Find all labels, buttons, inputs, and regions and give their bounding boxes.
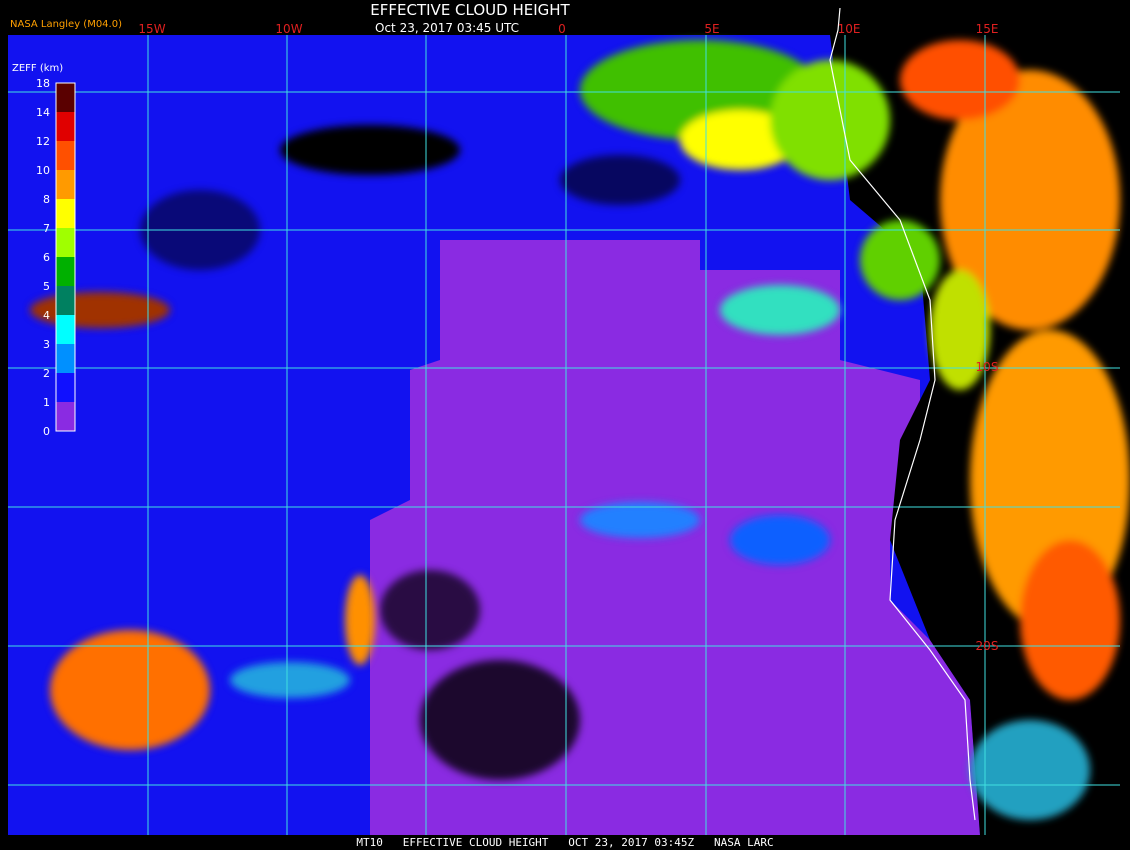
colorbar-segment: [56, 112, 75, 141]
colorbar-segment: [56, 344, 75, 373]
colorbar-title: ZEFF (km): [12, 63, 63, 74]
colorbar-label: 14: [36, 106, 50, 119]
longitude-label: 15E: [976, 22, 999, 36]
high-cloud: [30, 40, 1130, 820]
colorbar-label: 10: [36, 164, 50, 177]
colorbar-segment: [56, 170, 75, 199]
footer: MT10 EFFECTIVE CLOUD HEIGHT OCT 23, 2017…: [356, 836, 773, 849]
colorbar-label: 5: [43, 280, 50, 293]
longitude-label: 10E: [838, 22, 861, 36]
longitude-label: 10W: [275, 22, 302, 36]
title: EFFECTIVE CLOUD HEIGHT: [370, 1, 570, 19]
longitude-label: 15W: [138, 22, 165, 36]
colorbar-segment: [56, 83, 75, 112]
imagery: [8, 35, 1130, 835]
subtitle: Oct 23, 2017 03:45 UTC: [375, 21, 519, 35]
colorbar-segment: [56, 228, 75, 257]
colorbar-segment: [56, 373, 75, 402]
colorbar-label: 18: [36, 77, 50, 90]
colorbar-segment: [56, 141, 75, 170]
latitude-label: 20S: [976, 639, 999, 653]
longitude-label: 5E: [704, 22, 719, 36]
coastline: [829, 7, 976, 821]
latitude-label: 10S: [976, 360, 999, 374]
colorbar-label: 1: [43, 396, 50, 409]
graticule-labels: 15W 10W 0 5E 10E 15E 10S 20S: [138, 22, 998, 653]
colorbar-label: 8: [43, 193, 50, 206]
colorbar-label: 6: [43, 251, 50, 264]
colorbar-label: 12: [36, 135, 50, 148]
colorbar-segment: [56, 402, 75, 431]
colorbar-frame: [55, 82, 76, 432]
colorbar-segment: [56, 315, 75, 344]
colorbar-label: 2: [43, 367, 50, 380]
longitude-label: 0: [558, 22, 566, 36]
colorbar-label: 7: [43, 222, 50, 235]
colorbar-label: 0: [43, 425, 50, 438]
colorbar-segment: [56, 257, 75, 286]
colorbar-segment: [56, 199, 75, 228]
colorbar-segment: [56, 286, 75, 315]
colorbar-label: 3: [43, 338, 50, 351]
colorbar-label: 4: [43, 309, 50, 322]
source-label: NASA Langley (M04.0): [10, 19, 122, 30]
